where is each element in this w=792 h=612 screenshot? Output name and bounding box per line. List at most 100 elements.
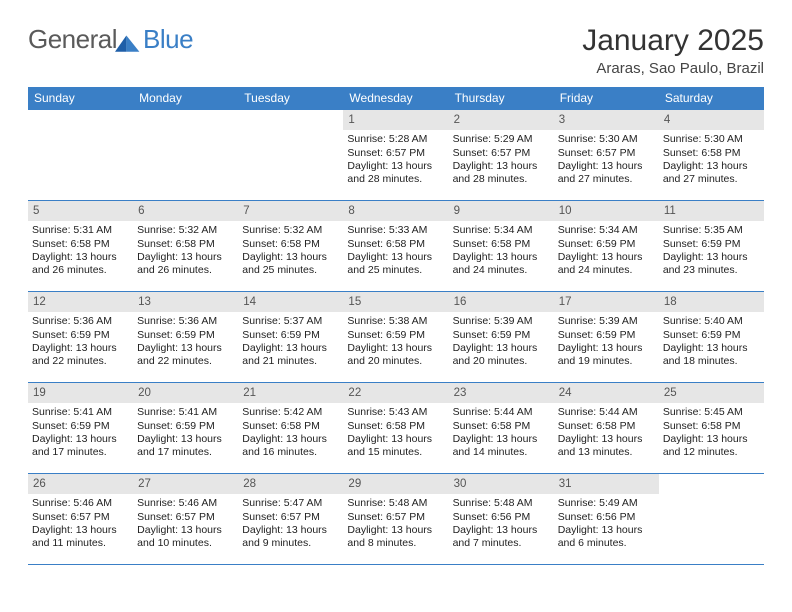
sunrise-line: Sunrise: 5:42 AM (242, 406, 339, 419)
day-number: 6 (133, 201, 238, 221)
sunrise-line: Sunrise: 5:28 AM (347, 133, 444, 146)
calendar-cell: 30Sunrise: 5:48 AMSunset: 6:56 PMDayligh… (449, 474, 554, 565)
sunset-line: Sunset: 6:58 PM (347, 420, 444, 433)
sunset-line: Sunset: 6:59 PM (32, 329, 129, 342)
calendar-cell: 15Sunrise: 5:38 AMSunset: 6:59 PMDayligh… (343, 292, 448, 383)
calendar-cell: 2Sunrise: 5:29 AMSunset: 6:57 PMDaylight… (449, 110, 554, 201)
calendar-cell: 27Sunrise: 5:46 AMSunset: 6:57 PMDayligh… (133, 474, 238, 565)
day-number: 26 (28, 474, 133, 494)
daylight-line: Daylight: 13 hours and 27 minutes. (558, 160, 655, 186)
day-number: 25 (659, 383, 764, 403)
daylight-line: Daylight: 13 hours and 26 minutes. (137, 251, 234, 277)
brand-logo: General Blue (28, 24, 193, 55)
day-number: 28 (238, 474, 343, 494)
calendar-cell: 26Sunrise: 5:46 AMSunset: 6:57 PMDayligh… (28, 474, 133, 565)
weekday-header: Wednesday (343, 87, 448, 110)
calendar-table: SundayMondayTuesdayWednesdayThursdayFrid… (28, 87, 764, 565)
sunrise-line: Sunrise: 5:36 AM (32, 315, 129, 328)
weekday-header: Tuesday (238, 87, 343, 110)
sunset-line: Sunset: 6:57 PM (453, 147, 550, 160)
daylight-line: Daylight: 13 hours and 17 minutes. (137, 433, 234, 459)
weekday-header: Sunday (28, 87, 133, 110)
daylight-line: Daylight: 13 hours and 9 minutes. (242, 524, 339, 550)
calendar-cell: 18Sunrise: 5:40 AMSunset: 6:59 PMDayligh… (659, 292, 764, 383)
sunrise-line: Sunrise: 5:32 AM (242, 224, 339, 237)
calendar-cell: 17Sunrise: 5:39 AMSunset: 6:59 PMDayligh… (554, 292, 659, 383)
sunrise-line: Sunrise: 5:34 AM (558, 224, 655, 237)
sunrise-line: Sunrise: 5:47 AM (242, 497, 339, 510)
day-number: 5 (28, 201, 133, 221)
day-number: 13 (133, 292, 238, 312)
sunset-line: Sunset: 6:59 PM (347, 329, 444, 342)
calendar-cell (238, 110, 343, 201)
daylight-line: Daylight: 13 hours and 7 minutes. (453, 524, 550, 550)
calendar-cell: 10Sunrise: 5:34 AMSunset: 6:59 PMDayligh… (554, 201, 659, 292)
calendar-cell: 8Sunrise: 5:33 AMSunset: 6:58 PMDaylight… (343, 201, 448, 292)
daylight-line: Daylight: 13 hours and 11 minutes. (32, 524, 129, 550)
daylight-line: Daylight: 13 hours and 14 minutes. (453, 433, 550, 459)
calendar-cell: 22 Sunrise: 5:43 AMSunset: 6:58 PMDayligh… (343, 383, 448, 474)
calendar-head: SundayMondayTuesdayWednesdayThursdayFrid… (28, 87, 764, 110)
sunset-line: Sunset: 6:58 PM (137, 238, 234, 251)
sunrise-line: Sunrise: 5:43 AM (347, 406, 444, 419)
calendar-cell: 13Sunrise: 5:36 AMSunset: 6:59 PMDayligh… (133, 292, 238, 383)
day-number: 19 (28, 383, 133, 403)
day-number: 20 (133, 383, 238, 403)
calendar-cell: 25Sunrise: 5:45 AMSunset: 6:58 PMDayligh… (659, 383, 764, 474)
sunset-line: Sunset: 6:57 PM (558, 147, 655, 160)
day-number: 9 (449, 201, 554, 221)
day-number: 4 (659, 110, 764, 130)
sunset-line: Sunset: 6:59 PM (558, 238, 655, 251)
sunset-line: Sunset: 6:58 PM (663, 147, 760, 160)
page: General Blue January 2025 Araras, Sao Pa… (0, 0, 792, 565)
logo-word2: Blue (143, 24, 193, 55)
day-number: 16 (449, 292, 554, 312)
sunrise-line: Sunrise: 5:41 AM (137, 406, 234, 419)
sunset-line: Sunset: 6:58 PM (453, 238, 550, 251)
sunrise-line: Sunrise: 5:49 AM (558, 497, 655, 510)
daylight-line: Daylight: 13 hours and 28 minutes. (347, 160, 444, 186)
calendar-cell: 24Sunrise: 5:44 AMSunset: 6:58 PMDayligh… (554, 383, 659, 474)
calendar-week-row: 12Sunrise: 5:36 AMSunset: 6:59 PMDayligh… (28, 292, 764, 383)
daylight-line: Daylight: 13 hours and 15 minutes. (347, 433, 444, 459)
sunset-line: Sunset: 6:58 PM (242, 238, 339, 251)
daylight-line: Daylight: 13 hours and 20 minutes. (453, 342, 550, 368)
daylight-line: Daylight: 13 hours and 26 minutes. (32, 251, 129, 277)
weekday-header-row: SundayMondayTuesdayWednesdayThursdayFrid… (28, 87, 764, 110)
sunrise-line: Sunrise: 5:30 AM (663, 133, 760, 146)
month-title: January 2025 (582, 24, 764, 58)
calendar-cell: 6Sunrise: 5:32 AMSunset: 6:58 PMDaylight… (133, 201, 238, 292)
day-number: 2 (449, 110, 554, 130)
sunset-line: Sunset: 6:58 PM (558, 420, 655, 433)
daylight-line: Daylight: 13 hours and 27 minutes. (663, 160, 760, 186)
day-number: 10 (554, 201, 659, 221)
day-number: 22 (343, 383, 448, 403)
sunset-line: Sunset: 6:56 PM (453, 511, 550, 524)
calendar-cell: 29Sunrise: 5:48 AMSunset: 6:57 PMDayligh… (343, 474, 448, 565)
sunrise-line: Sunrise: 5:46 AM (32, 497, 129, 510)
day-number: 23 (449, 383, 554, 403)
calendar-week-row: 5Sunrise: 5:31 AMSunset: 6:58 PMDaylight… (28, 201, 764, 292)
day-number: 11 (659, 201, 764, 221)
daylight-line: Daylight: 13 hours and 19 minutes. (558, 342, 655, 368)
day-number: 12 (28, 292, 133, 312)
daylight-line: Daylight: 13 hours and 17 minutes. (32, 433, 129, 459)
sunset-line: Sunset: 6:57 PM (347, 147, 444, 160)
title-block: January 2025 Araras, Sao Paulo, Brazil (582, 24, 764, 77)
daylight-line: Daylight: 13 hours and 23 minutes. (663, 251, 760, 277)
sunrise-line: Sunrise: 5:44 AM (558, 406, 655, 419)
header: General Blue January 2025 Araras, Sao Pa… (28, 24, 764, 77)
calendar-cell: 7Sunrise: 5:32 AMSunset: 6:58 PMDaylight… (238, 201, 343, 292)
weekday-header: Monday (133, 87, 238, 110)
daylight-line: Daylight: 13 hours and 24 minutes. (453, 251, 550, 277)
sunrise-line: Sunrise: 5:39 AM (558, 315, 655, 328)
sunset-line: Sunset: 6:58 PM (32, 238, 129, 251)
sunrise-line: Sunrise: 5:33 AM (347, 224, 444, 237)
sunset-line: Sunset: 6:59 PM (137, 420, 234, 433)
day-number: 21 (238, 383, 343, 403)
calendar-cell: 20 Sunrise: 5:41 AMSunset: 6:59 PMDayligh… (133, 383, 238, 474)
calendar-week-row: 26Sunrise: 5:46 AMSunset: 6:57 PMDayligh… (28, 474, 764, 565)
sunrise-line: Sunrise: 5:31 AM (32, 224, 129, 237)
sunrise-line: Sunrise: 5:29 AM (453, 133, 550, 146)
day-number: 18 (659, 292, 764, 312)
